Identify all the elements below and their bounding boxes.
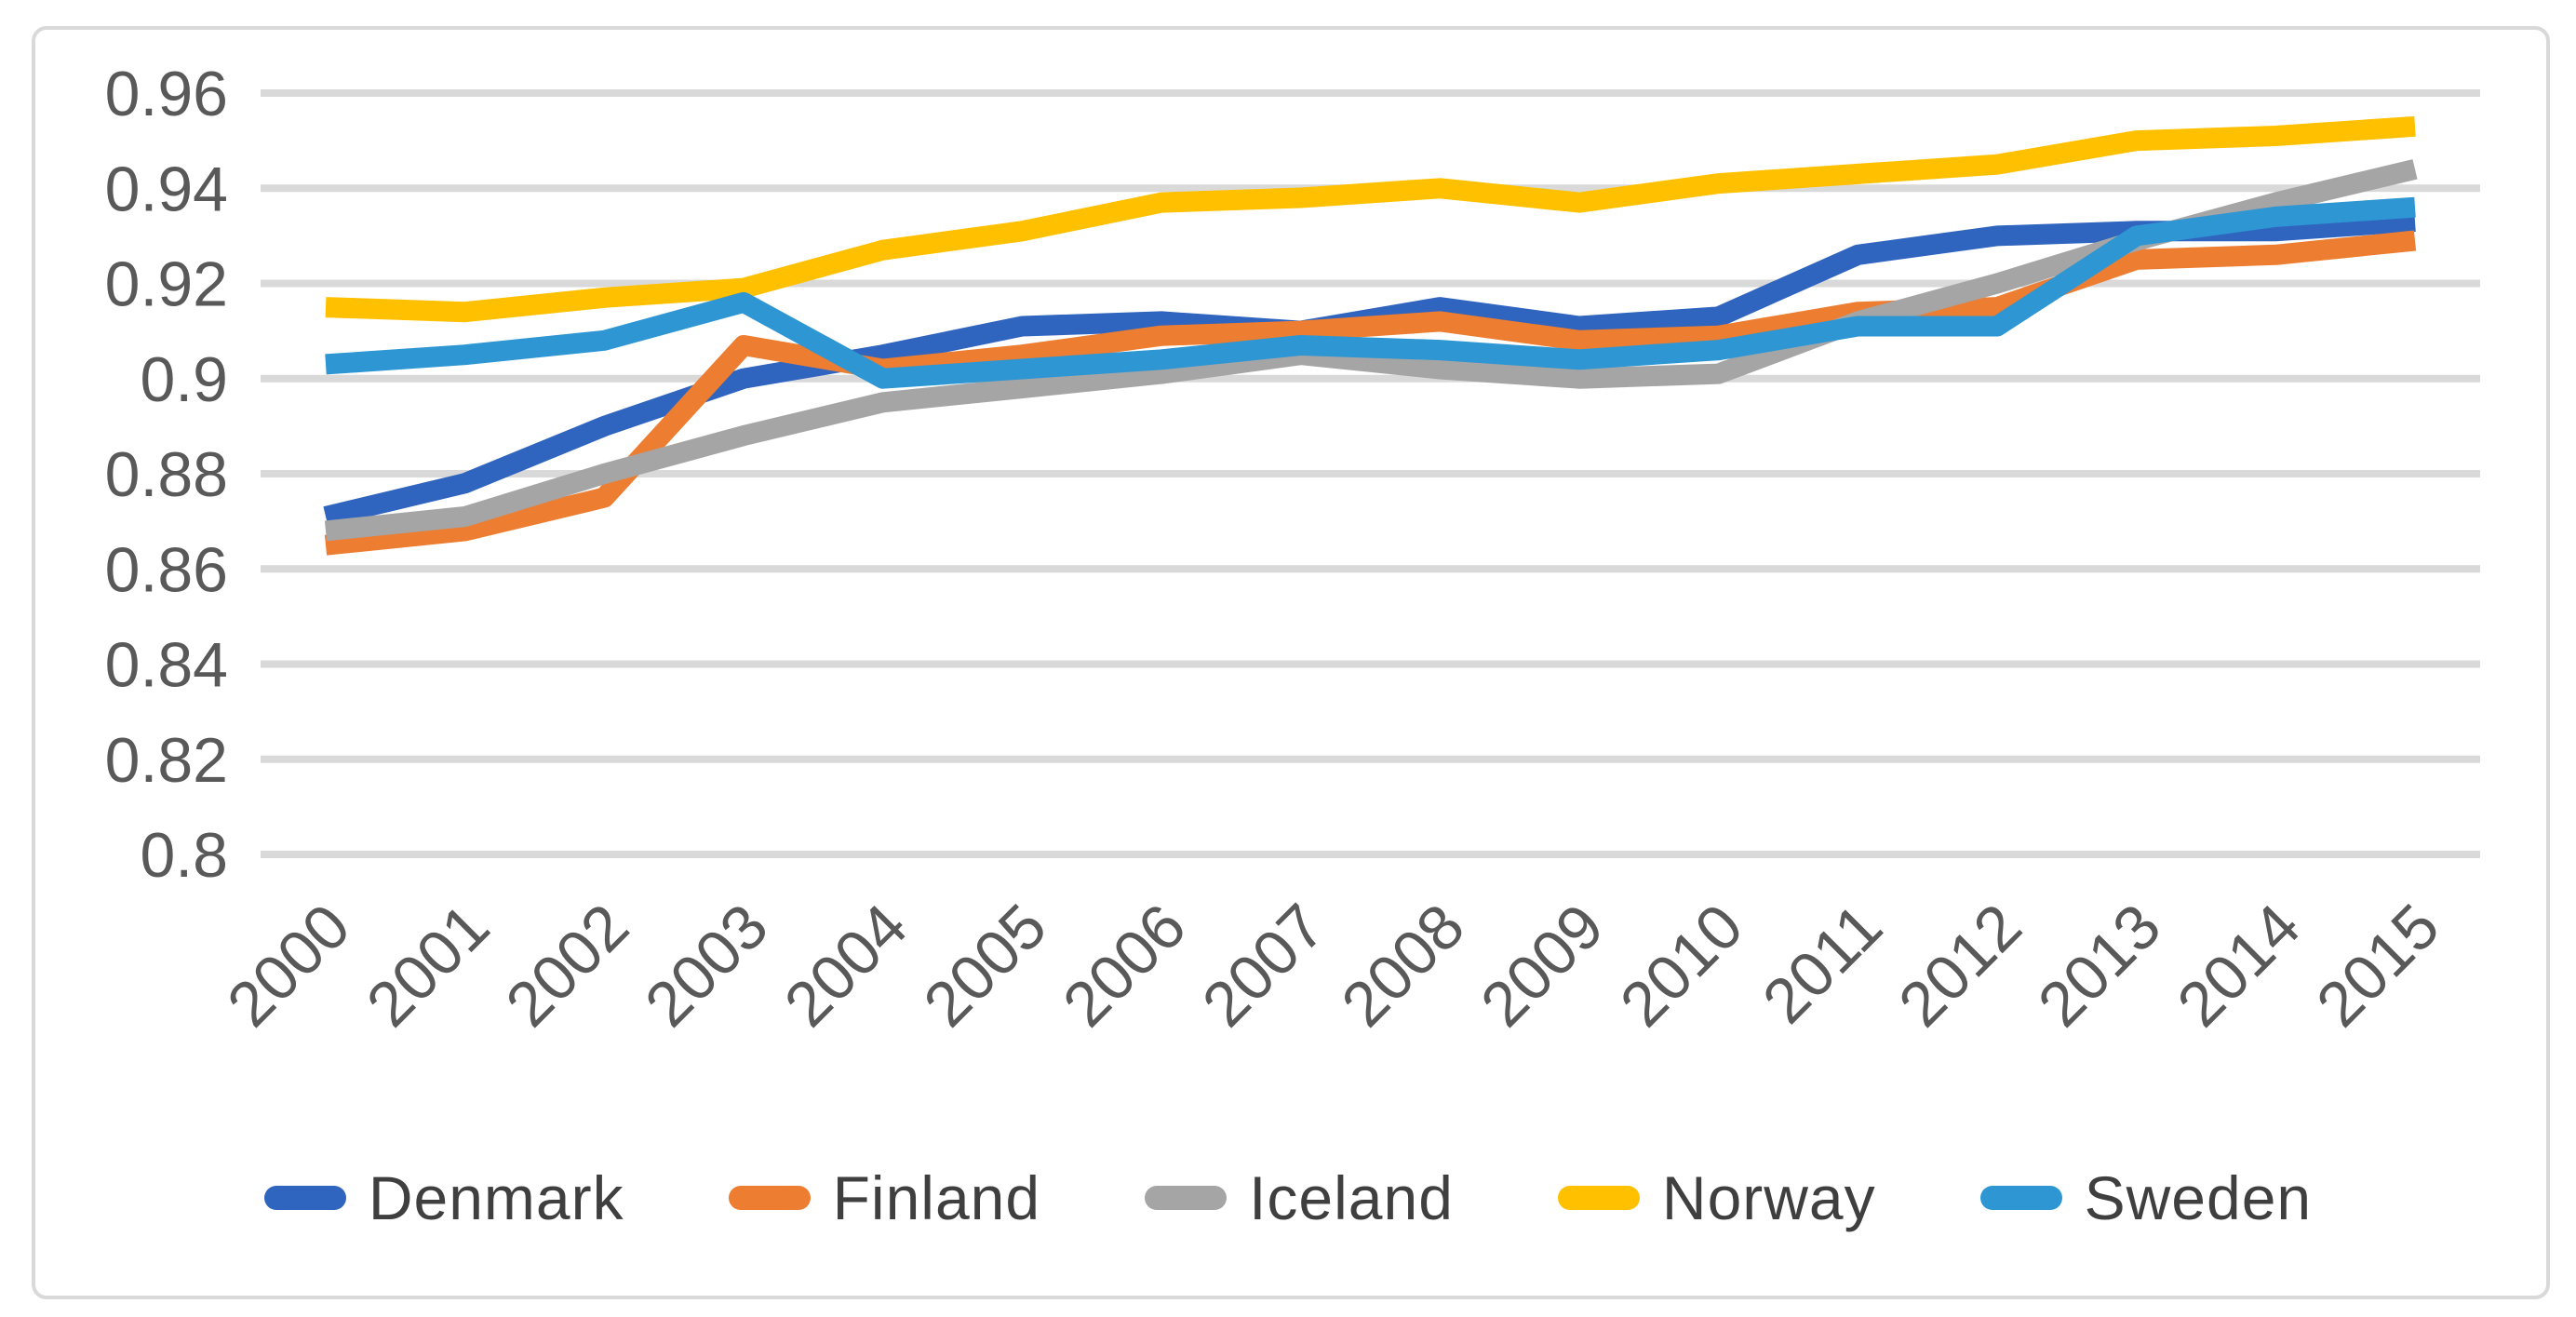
- series-lines: [323, 115, 2418, 556]
- chart-legend: Denmark Finland Iceland Norway Sweden: [0, 1147, 2576, 1249]
- y-tick-label: 0.86: [105, 534, 228, 605]
- legend-label: Norway: [1661, 1163, 1876, 1232]
- y-axis-labels: 0.8 0.82 0.84 0.86 0.88 0.9 0.92 0.94 0.96: [105, 59, 228, 891]
- legend-label: Iceland: [1249, 1163, 1454, 1232]
- legend-swatch-norway: [1557, 1186, 1640, 1210]
- x-tick-label: 2005: [910, 891, 1060, 1041]
- x-tick-label: 2012: [1885, 891, 2035, 1041]
- legend-label: Denmark: [368, 1163, 624, 1232]
- legend-item-denmark[interactable]: Denmark: [263, 1162, 624, 1233]
- chart-border: [32, 26, 2550, 1299]
- legend-item-norway[interactable]: Norway: [1557, 1162, 1876, 1233]
- legend-item-iceland[interactable]: Iceland: [1145, 1162, 1454, 1233]
- legend-label: Sweden: [2084, 1163, 2313, 1232]
- series-line-iceland: [324, 159, 2418, 542]
- x-tick-label: 2001: [354, 891, 503, 1041]
- x-tick-label: 2002: [492, 891, 642, 1041]
- y-tick-label: 0.92: [105, 249, 228, 320]
- y-tick-label: 0.84: [105, 630, 228, 701]
- legend-item-sweden[interactable]: Sweden: [1979, 1162, 2313, 1233]
- x-tick-label: 2014: [2164, 891, 2314, 1041]
- y-tick-label: 0.88: [105, 439, 228, 510]
- x-tick-label: 2008: [1328, 891, 1478, 1041]
- series-line-norway: [325, 115, 2416, 323]
- legend-swatch-iceland: [1145, 1186, 1228, 1210]
- x-tick-label: 2006: [1050, 891, 1200, 1041]
- chart-frame: [32, 26, 2550, 1299]
- legend-item-finland[interactable]: Finland: [728, 1162, 1041, 1233]
- legend-swatch-sweden: [1979, 1186, 2062, 1210]
- x-axis-labels: 2000200120022003200420052006200720082009…: [214, 891, 2453, 1041]
- y-tick-label: 0.8: [140, 820, 228, 891]
- x-tick-label: 2003: [632, 891, 782, 1041]
- series-line-sweden: [325, 196, 2416, 389]
- x-tick-label: 2013: [2025, 891, 2175, 1041]
- legend-swatch-denmark: [263, 1186, 346, 1210]
- x-tick-label: 2011: [1750, 891, 1896, 1037]
- y-tick-label: 0.9: [140, 344, 228, 415]
- x-tick-label: 2009: [1468, 891, 1617, 1041]
- y-tick-label: 0.96: [105, 59, 228, 129]
- legend-label: Finland: [832, 1163, 1041, 1232]
- x-tick-label: 2015: [2303, 891, 2453, 1041]
- y-tick-label: 0.94: [105, 154, 228, 224]
- y-tick-label: 0.82: [105, 725, 228, 796]
- x-tick-label: 2010: [1607, 891, 1757, 1041]
- legend-swatch-finland: [728, 1186, 811, 1210]
- x-tick-label: 2004: [771, 891, 921, 1041]
- x-tick-label: 2000: [214, 891, 364, 1041]
- x-tick-label: 2007: [1189, 891, 1339, 1041]
